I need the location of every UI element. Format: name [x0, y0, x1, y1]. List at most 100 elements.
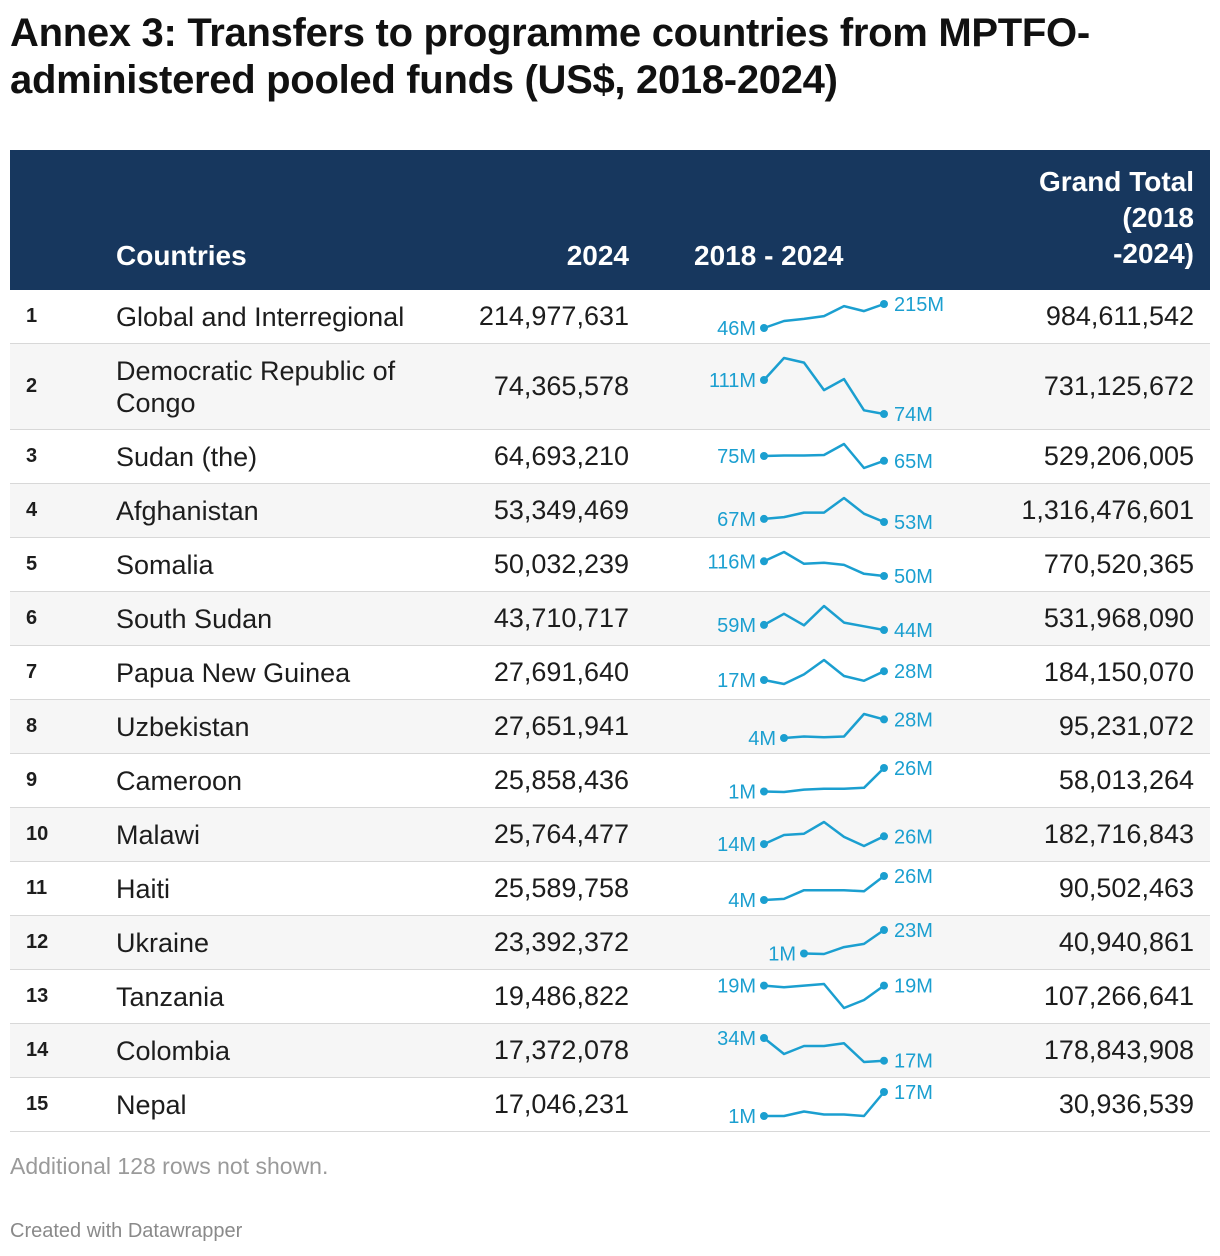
row-rank: 3	[26, 445, 38, 467]
sparkline-line	[763, 875, 885, 902]
sparkline-svg: 75M 65M	[717, 442, 933, 473]
sparkline-start-label: 67M	[717, 509, 756, 531]
row-value-2024: 27,651,941	[493, 711, 629, 741]
row-grand-total: 95,231,072	[1058, 711, 1194, 741]
row-value-2024: 50,032,239	[493, 549, 629, 579]
row-sparkline: 34M 17M	[694, 1024, 964, 1077]
sparkline-start-point	[760, 840, 768, 849]
sparkline-start-point	[780, 734, 788, 742]
sparkline-start-label: 116M	[707, 551, 756, 573]
row-rank: 8	[26, 715, 38, 737]
sparkline-end-label: 65M	[894, 451, 933, 473]
sparkline-start-point	[760, 676, 768, 684]
sparkline-line	[763, 302, 885, 330]
sparkline-end-point	[880, 926, 888, 934]
sparkline-end-label: 53M	[894, 512, 933, 534]
row-rank: 10	[26, 823, 49, 845]
sparkline-line	[763, 767, 885, 794]
row-rank: 11	[26, 877, 48, 899]
row-country: Global and Interregional	[116, 301, 405, 332]
row-sparkline: 1M 26M	[694, 754, 964, 807]
row-value-2024: 43,710,717	[493, 603, 629, 633]
row-sparkline: 17M 28M	[694, 646, 964, 699]
row-grand-total: 178,843,908	[1043, 1035, 1194, 1065]
sparkline-start-label: 1M	[768, 944, 796, 966]
sparkline-start-label: 111M	[709, 370, 756, 392]
row-value-2024: 214,977,631	[478, 301, 629, 331]
sparkline-start-point	[760, 1034, 768, 1042]
sparkline-end-point	[880, 456, 888, 465]
sparkline-start-point	[760, 514, 768, 523]
sparkline-line	[763, 496, 885, 524]
row-value-2024: 19,486,822	[493, 981, 629, 1011]
sparkline-start-point	[760, 787, 768, 796]
sparkline-line	[763, 982, 885, 1010]
table-row: 13 Tanzania 19,486,822 107,266,641 19M 19M	[10, 970, 1210, 1024]
row-sparkline: 67M 53M	[694, 484, 964, 537]
header-grand-total-line: Grand Total	[1038, 166, 1194, 197]
sparkline-start-label: 4M	[728, 890, 756, 912]
sparkline-end-label: 26M	[894, 866, 933, 888]
sparkline-start-label: 1M	[728, 1106, 756, 1128]
sparkline-start-point	[760, 981, 768, 990]
row-country: Afghanistan	[116, 495, 259, 526]
row-rank: 13	[26, 985, 49, 1007]
sparkline-end-point	[880, 764, 888, 772]
row-country: Democratic Republic of Congo	[116, 355, 396, 418]
header-grand-total-line: (2018	[1122, 202, 1194, 233]
header-2024[interactable]: 2024	[566, 240, 629, 271]
header-sparkline-range: 2018 - 2024	[694, 240, 844, 271]
sparkline-end-label: 17M	[894, 1082, 933, 1104]
sparkline-start-point	[760, 896, 768, 904]
table-row: 15 Nepal 17,046,231 30,936,539 1M 17M	[10, 1078, 1210, 1132]
sparkline-svg: 34M 17M	[717, 1028, 933, 1073]
header-countries[interactable]: Countries	[116, 240, 247, 271]
sparkline-end-label: 44M	[894, 620, 933, 642]
sparkline-line	[763, 1037, 885, 1064]
row-sparkline: 1M 23M	[694, 916, 964, 969]
sparkline-svg: 116M 50M	[707, 550, 933, 588]
row-value-2024: 64,693,210	[493, 441, 629, 471]
sparkline-line	[763, 658, 885, 686]
row-rank: 9	[26, 769, 38, 791]
row-rank: 1	[26, 305, 38, 327]
row-value-2024: 23,392,372	[493, 927, 629, 957]
sparkline-start-label: 75M	[717, 446, 756, 468]
sparkline-end-point	[880, 981, 888, 990]
row-rank: 7	[26, 661, 38, 683]
sparkline-svg: 111M 74M	[709, 356, 933, 426]
header-grand-total[interactable]: Grand Total (2018 -2024)	[1039, 164, 1194, 272]
table-row: 7 Papua New Guinea 27,691,640 184,150,070 17…	[10, 646, 1210, 700]
row-sparkline: 116M 50M	[694, 538, 964, 591]
sparkline-start-point	[760, 324, 768, 332]
sparkline-start-label: 17M	[717, 670, 756, 692]
sparkline-svg: 1M 26M	[728, 758, 933, 804]
sparkline-start-label: 14M	[717, 834, 756, 856]
transfers-table: Countries 2024 2018 - 2024 Grand Total (…	[10, 150, 1210, 1132]
sparkline-svg: 1M 23M	[768, 920, 933, 966]
row-value-2024: 17,372,078	[493, 1035, 629, 1065]
row-rank: 4	[26, 499, 38, 521]
sparkline-end-point	[880, 872, 888, 880]
sparkline-end-point	[880, 1088, 888, 1096]
sparkline-line	[763, 604, 885, 632]
row-sparkline: 19M 19M	[694, 970, 964, 1023]
table-row: 9 Cameroon 25,858,436 58,013,264 1M 26M	[10, 754, 1210, 808]
row-rank: 14	[26, 1039, 49, 1061]
sparkline-start-label: 59M	[717, 615, 756, 637]
row-country: Colombia	[116, 1035, 231, 1066]
sparkline-start-label: 1M	[728, 782, 756, 804]
sparkline-start-point	[760, 557, 768, 566]
row-value-2024: 25,764,477	[493, 819, 629, 849]
sparkline-line	[763, 550, 885, 578]
row-sparkline: 59M 44M	[694, 592, 964, 645]
row-sparkline: 111M 74M	[694, 344, 964, 429]
row-country: Somalia	[116, 549, 214, 580]
row-value-2024: 74,365,578	[493, 371, 629, 401]
table-row: 1 Global and Interregional 214,977,631 984,…	[10, 290, 1210, 344]
table-row: 2 Democratic Republic of Congo 74,365,578 7…	[10, 344, 1210, 430]
sparkline-end-point	[880, 410, 888, 418]
row-country: Ukraine	[116, 927, 210, 958]
row-rank: 15	[26, 1093, 49, 1115]
sparkline-end-label: 74M	[894, 404, 933, 426]
